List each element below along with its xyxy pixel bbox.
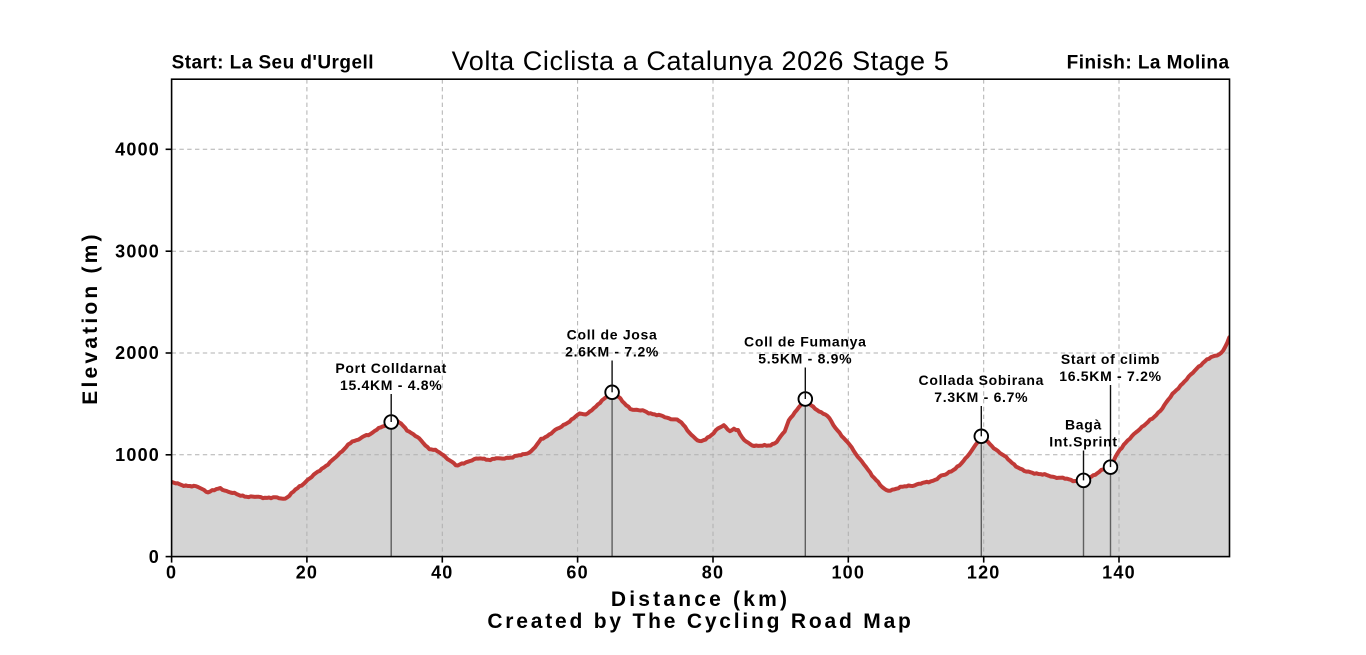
svg-text:60: 60 <box>566 563 588 583</box>
svg-text:Finish: La Molina: Finish: La Molina <box>1067 53 1230 74</box>
svg-text:Start: La Seu d'Urgell: Start: La Seu d'Urgell <box>172 53 374 74</box>
svg-text:3000: 3000 <box>115 241 160 261</box>
svg-text:1000: 1000 <box>115 445 160 465</box>
svg-text:0: 0 <box>149 547 160 567</box>
svg-text:40: 40 <box>431 563 453 583</box>
svg-text:4000: 4000 <box>115 140 160 160</box>
svg-text:16.5KM - 7.2%: 16.5KM - 7.2% <box>1059 368 1161 384</box>
svg-text:Coll de Josa: Coll de Josa <box>567 327 658 343</box>
svg-text:5.5KM - 8.9%: 5.5KM - 8.9% <box>758 351 852 367</box>
svg-text:80: 80 <box>702 563 724 583</box>
svg-text:140: 140 <box>1102 563 1136 583</box>
svg-text:120: 120 <box>967 563 1001 583</box>
svg-text:Distance (km): Distance (km) <box>611 588 790 611</box>
svg-text:Port Colldarnat: Port Colldarnat <box>335 360 447 376</box>
svg-text:Collada Sobirana: Collada Sobirana <box>919 372 1045 388</box>
svg-text:7.3KM - 6.7%: 7.3KM - 6.7% <box>934 389 1028 405</box>
svg-text:Created by The Cycling Road Ma: Created by The Cycling Road Map <box>487 610 913 633</box>
svg-text:2.6KM - 7.2%: 2.6KM - 7.2% <box>565 344 659 360</box>
svg-text:Volta Ciclista a Catalunya 202: Volta Ciclista a Catalunya 2026 Stage 5 <box>452 46 950 76</box>
svg-text:15.4KM - 4.8%: 15.4KM - 4.8% <box>340 377 442 393</box>
svg-text:100: 100 <box>831 563 865 583</box>
svg-text:Start of climb: Start of climb <box>1061 351 1160 367</box>
svg-text:Bagà: Bagà <box>1065 417 1102 433</box>
svg-text:20: 20 <box>296 563 318 583</box>
svg-text:0: 0 <box>166 563 177 583</box>
svg-text:2000: 2000 <box>115 343 160 363</box>
svg-text:Coll de Fumanya: Coll de Fumanya <box>744 334 867 350</box>
svg-text:Int.Sprint: Int.Sprint <box>1049 434 1117 450</box>
svg-text:Elevation (m): Elevation (m) <box>79 231 102 404</box>
